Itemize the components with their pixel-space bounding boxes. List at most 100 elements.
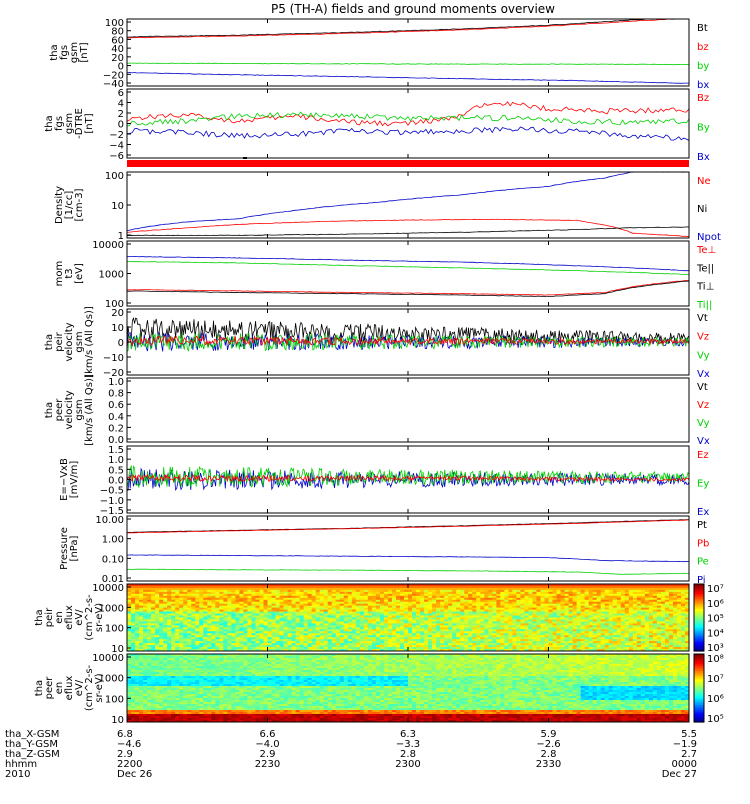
y-axis-title-line: [eV] — [74, 263, 85, 284]
panel-frame — [127, 241, 689, 306]
y-tick-label: 100 — [105, 171, 124, 182]
y-tick-label: 0.10 — [102, 554, 124, 565]
y-tick-label: 4 — [118, 99, 124, 110]
y-tick-label: 10000 — [92, 240, 124, 251]
y-tick-label: −6 — [109, 151, 124, 162]
y-axis-title-line: [nT] — [79, 42, 90, 62]
legend-Ti⊥: Ti⊥ — [696, 282, 714, 293]
panel-plot-area — [127, 584, 690, 652]
legend-Ey: Ey — [697, 479, 709, 490]
panel-frame — [127, 516, 689, 581]
y-tick-label: 0.4 — [108, 412, 124, 423]
series-Pt — [127, 520, 689, 533]
y-tick-label: −4 — [109, 141, 124, 152]
legend-Vt: Vt — [697, 313, 708, 324]
series-Npot — [127, 172, 689, 231]
series-Te⊥ — [127, 280, 689, 295]
series-Ti⊥ — [127, 262, 689, 275]
y-tick-label: 0.2 — [108, 423, 124, 434]
y-tick-label: 0.6 — [108, 400, 124, 411]
legend-Ez: Ez — [697, 450, 709, 461]
legend-Pe: Pe — [697, 557, 709, 568]
legend-Bz: Bz — [697, 93, 709, 104]
series-Te|| — [127, 281, 689, 297]
legend-Vz: Vz — [697, 400, 709, 411]
y-axis-title-line: [cm-3] — [74, 188, 85, 221]
series-by — [127, 63, 689, 65]
panel-plot-area — [127, 466, 689, 490]
legend-Pt: Pt — [697, 520, 707, 531]
series-Ti|| — [127, 256, 689, 270]
y-tick-label: 10 — [111, 323, 124, 334]
y-axis-title-line: [nPa] — [69, 535, 80, 561]
legend-Vy: Vy — [697, 350, 710, 361]
y-tick-label: 1000 — [99, 270, 124, 281]
legend-Ti||: Ti|| — [696, 300, 712, 311]
panel-efield: EzEyEx1.51.00.50.0−0.5−1.0−1.5E=−VxB[mV/… — [59, 445, 709, 518]
legend-Te⊥: Te⊥ — [696, 245, 716, 256]
legend-Vy: Vy — [697, 418, 710, 429]
legend-bx: bx — [697, 80, 709, 91]
legend-bz: bz — [697, 42, 709, 53]
y-tick-label: 20 — [111, 308, 124, 319]
legend-Vz: Vz — [697, 332, 709, 343]
y-tick-label: 6 — [118, 88, 124, 99]
legend-Npot: Npot — [697, 232, 721, 243]
legend-Ne: Ne — [697, 176, 711, 187]
panel-plot-area — [127, 256, 689, 296]
y-axis-title-line: [mV/m] — [69, 461, 80, 499]
panel-frame — [127, 89, 689, 158]
panel-plot-area — [127, 520, 689, 575]
y-tick-label: 0 — [118, 338, 124, 349]
y-axis-title-line: [nT] — [84, 113, 95, 133]
legend-Bx: Bx — [697, 152, 710, 163]
legend-Ni: Ni — [697, 204, 707, 215]
panel-frame — [127, 378, 689, 442]
legend-by: by — [697, 61, 709, 72]
legend-Vt: Vt — [697, 382, 708, 393]
y-tick-label: 0.8 — [108, 389, 124, 400]
y-tick-label: 10.00 — [95, 515, 124, 526]
y-axis-title-line: [km/s (All Qs)] — [84, 306, 95, 378]
legend-Te||: Te|| — [696, 263, 714, 274]
y-tick-label: 0 — [118, 120, 124, 131]
series-By — [127, 112, 689, 126]
y-tick-label: 1.0 — [108, 377, 124, 388]
legend-Ex: Ex — [697, 507, 709, 518]
y-tick-label: 1.00 — [102, 535, 124, 546]
panel-plot-area — [127, 172, 689, 237]
legend-By: By — [697, 123, 710, 134]
series-bx — [127, 72, 689, 83]
y-tick-label: −2 — [109, 130, 124, 141]
series-Pi — [127, 555, 689, 562]
panel-frame — [127, 172, 689, 238]
series-Bz — [127, 102, 689, 126]
legend-Bt: Bt — [697, 23, 708, 34]
y-tick-label: 10 — [111, 201, 124, 212]
panel-plot-area — [127, 17, 689, 84]
series-Pe — [127, 569, 689, 574]
legend-Pb: Pb — [697, 538, 709, 549]
legend-Vx: Vx — [697, 369, 710, 380]
panel-plot-area — [127, 102, 689, 141]
panel-frame — [127, 19, 689, 86]
y-tick-label: 2 — [118, 109, 124, 120]
y-axis-title-line: [km/s (All Qs)] — [84, 374, 95, 446]
legend-Vx: Vx — [697, 436, 710, 447]
chart-title: P5 (TH-A) fields and ground moments over… — [271, 2, 555, 16]
y-tick-label: −10 — [103, 353, 124, 364]
panel-plot-area — [127, 318, 689, 352]
series-Bx — [127, 127, 689, 141]
series-Vt — [127, 318, 689, 343]
